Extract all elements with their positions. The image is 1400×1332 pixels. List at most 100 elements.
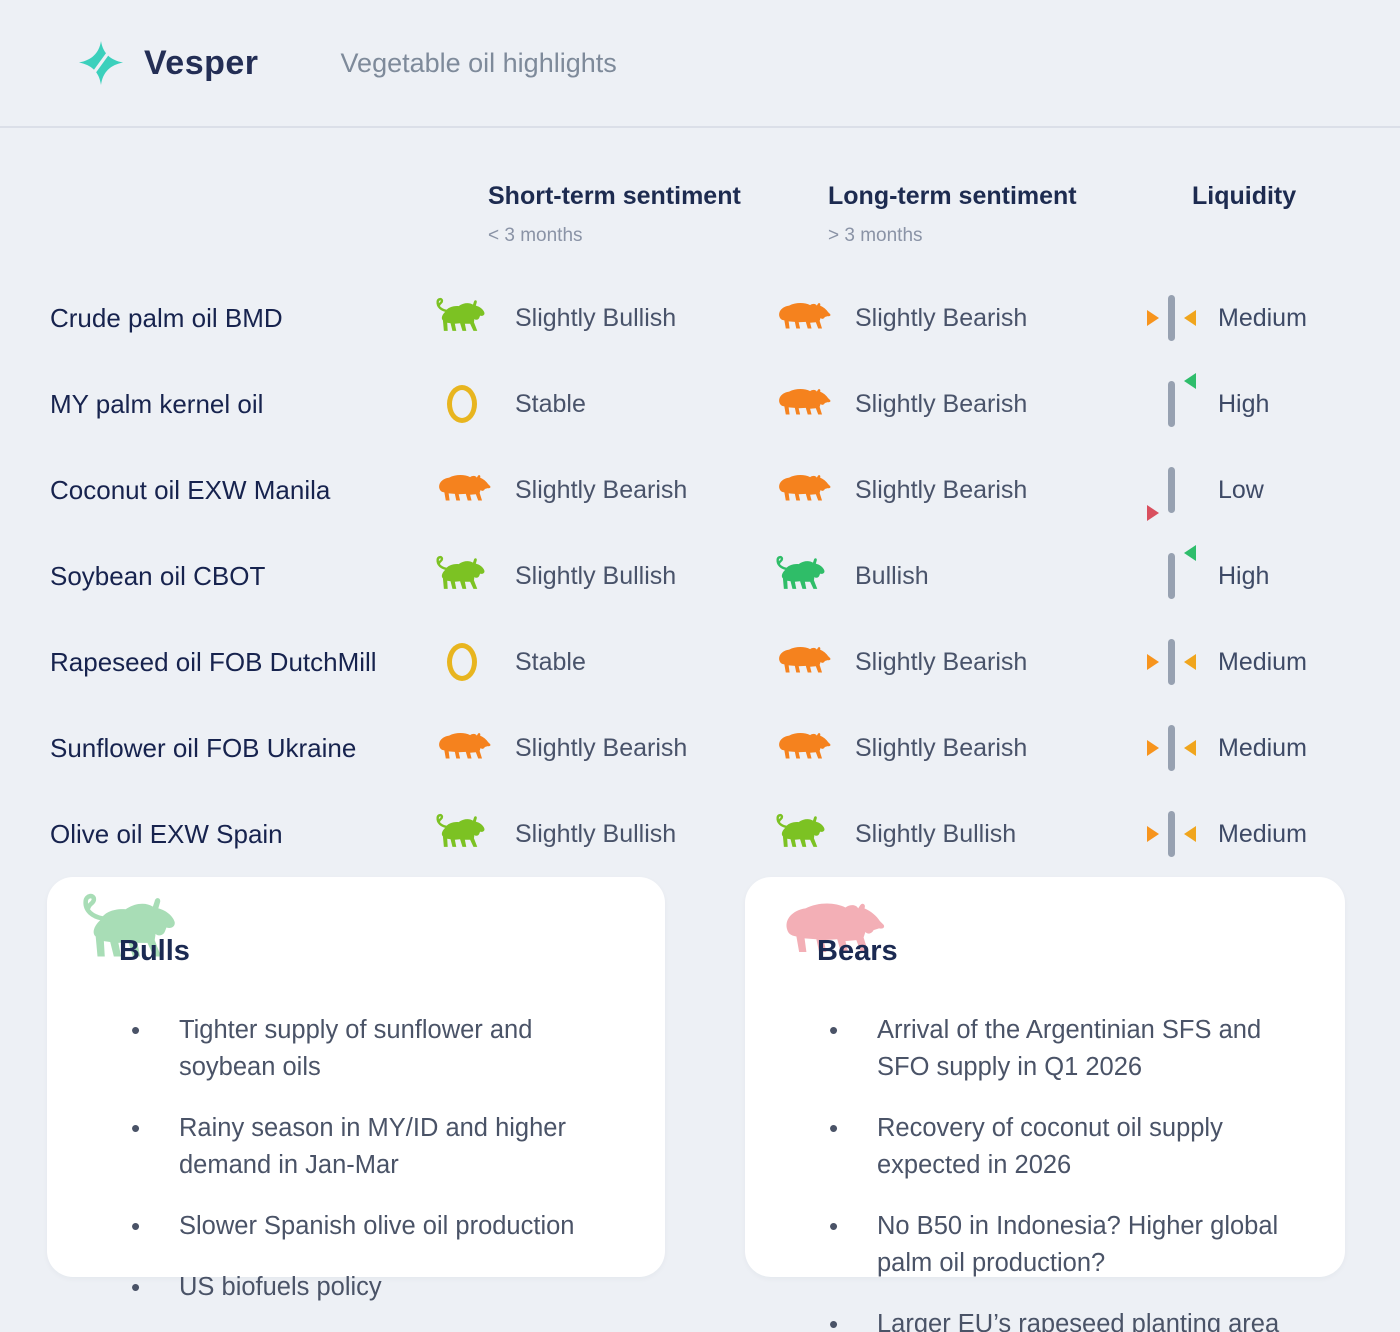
sentiment-label: Slightly Bearish [515, 733, 688, 762]
table-row: Rapeseed oil FOB DutchMill Stable Slight… [0, 619, 1400, 705]
triangle-left-icon [1184, 545, 1196, 561]
bull-icon [431, 811, 493, 857]
liquidity-medium-indicator [1140, 634, 1204, 690]
triangle-left-icon [1184, 826, 1196, 842]
stable-circle-icon [447, 385, 477, 423]
list-item: Recovery of coconut oil supply expected … [789, 1110, 1301, 1184]
liquidity-bar-icon [1168, 725, 1175, 771]
short-term-sentiment-cell: Slightly Bullish [430, 809, 770, 859]
page-title: Vegetable oil highlights [340, 47, 617, 78]
sentiment-label: Slightly Bearish [855, 647, 1028, 676]
list-item: Tighter supply of sunflower and soybean … [91, 1012, 621, 1086]
bear-icon [431, 725, 493, 771]
liquidity-bar-icon [1168, 811, 1175, 857]
long-term-column-header: Long-term sentiment [828, 182, 1077, 210]
vesper-logo-icon[interactable] [78, 40, 124, 86]
long-term-column-subheader: > 3 months [828, 225, 923, 246]
sentiment-label: Slightly Bearish [855, 389, 1028, 418]
list-item: Rainy season in MY/ID and higher demand … [91, 1110, 621, 1184]
liquidity-label: Low [1218, 475, 1264, 504]
short-term-sentiment-cell: Stable [430, 379, 770, 429]
sentiment-label: Slightly Bullish [515, 561, 677, 590]
sentiment-label: Slightly Bullish [855, 819, 1017, 848]
bear-icon [771, 381, 833, 427]
liquidity-label: Medium [1218, 733, 1307, 762]
triangle-right-icon [1147, 654, 1159, 670]
list-item: Arrival of the Argentinian SFS and SFO s… [789, 1012, 1301, 1086]
bull-icon [431, 295, 493, 341]
bull-icon [771, 553, 833, 599]
long-term-sentiment-cell: Slightly Bearish [770, 465, 1140, 515]
bear-icon [771, 639, 833, 685]
table-header-row: Short-term sentiment < 3 months Long-ter… [0, 182, 1400, 247]
liquidity-bar-icon [1168, 381, 1175, 427]
bears-card-title: Bears [817, 935, 898, 967]
sentiment-label: Bullish [855, 561, 929, 590]
list-item: Larger EU’s rapeseed planting area [789, 1306, 1301, 1332]
liquidity-label: Medium [1218, 303, 1307, 332]
long-term-sentiment-cell: Slightly Bearish [770, 723, 1140, 773]
table-row: Sunflower oil FOB Ukraine Slightly Beari… [0, 705, 1400, 791]
list-item: Slower Spanish olive oil production [91, 1208, 621, 1245]
short-term-column-subheader: < 3 months [488, 225, 583, 246]
header: Vesper Vegetable oil highlights [0, 0, 1400, 128]
short-term-sentiment-cell: Slightly Bearish [430, 723, 770, 773]
liquidity-bar-icon [1168, 553, 1175, 599]
liquidity-cell: High [1140, 545, 1350, 604]
triangle-left-icon [1184, 310, 1196, 326]
liquidity-label: Medium [1218, 647, 1307, 676]
bears-card: Bears Arrival of the Argentinian SFS and… [745, 877, 1345, 1332]
liquidity-cell: Medium [1140, 290, 1350, 346]
long-term-sentiment-cell: Slightly Bullish [770, 809, 1140, 859]
product-name: Crude palm oil BMD [50, 302, 283, 333]
liquidity-medium-indicator [1140, 806, 1204, 862]
bulls-card: Bulls Tighter supply of sunflower and so… [47, 877, 665, 1306]
liquidity-cell: Low [1140, 462, 1350, 521]
liquidity-bar-icon [1168, 467, 1175, 513]
short-term-sentiment-cell: Slightly Bullish [430, 551, 770, 601]
liquidity-low-indicator [1140, 462, 1204, 521]
brand-name[interactable]: Vesper [144, 43, 259, 82]
product-name: Sunflower oil FOB Ukraine [50, 732, 357, 763]
short-term-sentiment-cell: Slightly Bullish [430, 293, 770, 343]
sentiment-label: Slightly Bearish [855, 475, 1028, 504]
sentiment-label: Stable [515, 389, 586, 418]
bear-icon [771, 725, 833, 771]
liquidity-bar-icon [1168, 639, 1175, 685]
liquidity-column-header: Liquidity [1192, 182, 1297, 210]
table-row: Coconut oil EXW Manila Slightly Bearish … [0, 447, 1400, 533]
table-row: Crude palm oil BMD Slightly Bullish Slig… [0, 275, 1400, 361]
liquidity-cell: Medium [1140, 806, 1350, 862]
long-term-sentiment-cell: Bullish [770, 551, 1140, 601]
liquidity-label: High [1218, 561, 1270, 590]
liquidity-high-indicator [1140, 373, 1204, 432]
long-term-sentiment-cell: Slightly Bearish [770, 293, 1140, 343]
product-name: Olive oil EXW Spain [50, 818, 283, 849]
stable-circle-icon [447, 643, 477, 681]
bull-icon [431, 553, 493, 599]
summary-cards: Bulls Tighter supply of sunflower and so… [0, 877, 1400, 1332]
long-term-sentiment-cell: Slightly Bearish [770, 637, 1140, 687]
liquidity-bar-icon [1168, 295, 1175, 341]
sentiment-label: Slightly Bullish [515, 303, 677, 332]
liquidity-high-indicator [1140, 545, 1204, 604]
product-name: MY palm kernel oil [50, 388, 264, 419]
short-term-sentiment-cell: Slightly Bearish [430, 465, 770, 515]
commodity-table: Crude palm oil BMD Slightly Bullish Slig… [0, 275, 1400, 877]
short-term-sentiment-cell: Stable [430, 637, 770, 687]
triangle-right-icon [1147, 310, 1159, 326]
sentiment-label: Slightly Bearish [515, 475, 688, 504]
bear-icon [431, 467, 493, 513]
sentiment-label: Stable [515, 647, 586, 676]
triangle-right-icon [1147, 505, 1159, 521]
short-term-column-header: Short-term sentiment [488, 182, 741, 210]
liquidity-cell: Medium [1140, 634, 1350, 690]
sentiment-label: Slightly Bearish [855, 303, 1028, 332]
liquidity-cell: Medium [1140, 720, 1350, 776]
triangle-right-icon [1147, 826, 1159, 842]
table-row: Soybean oil CBOT Slightly Bullish Bullis… [0, 533, 1400, 619]
table-row: MY palm kernel oil Stable Slightly Beari… [0, 361, 1400, 447]
liquidity-cell: High [1140, 373, 1350, 432]
liquidity-label: High [1218, 389, 1270, 418]
